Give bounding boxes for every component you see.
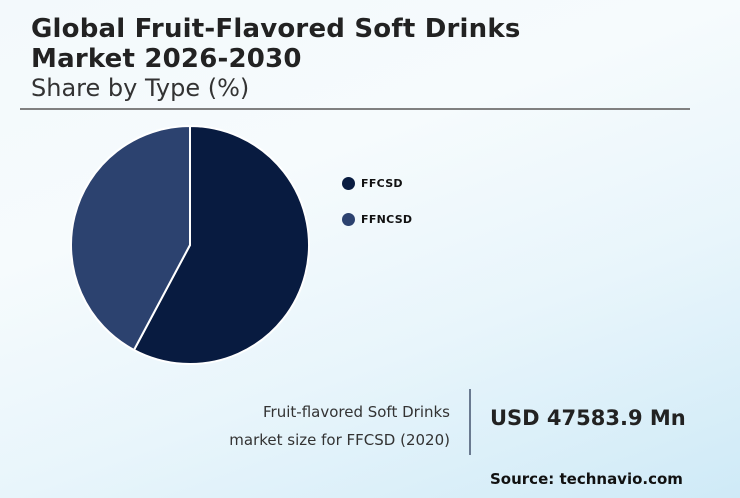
market-size-value: USD 47583.9 Mn [490,406,686,430]
pie-chart [70,125,310,365]
source-text: Source: technavio.com [490,470,683,488]
market-size-label-line-2: market size for FFCSD (2020) [229,431,450,449]
title-line-2: Market 2026-2030 [31,44,302,74]
chart-title: Global Fruit-Flavored Soft Drinks Market… [31,14,521,74]
legend: FFCSD FFNCSD [342,176,412,248]
market-size-label: Fruit-flavored Soft Drinks market size f… [229,398,450,454]
market-size-label-line-1: Fruit-flavored Soft Drinks [263,403,450,421]
header-divider [20,108,690,110]
legend-swatch-icon [342,212,355,226]
stat-divider [469,389,471,455]
legend-item-ffcsd: FFCSD [342,176,412,190]
legend-swatch-icon [342,176,355,190]
legend-label: FFNCSD [361,212,413,226]
chart-subtitle: Share by Type (%) [31,74,250,102]
legend-item-ffncsd: FFNCSD [342,212,412,226]
legend-label: FFCSD [361,176,403,190]
pie-slice-ffncsd [70,125,191,351]
pie-slice-ffcsd [132,125,310,365]
title-line-1: Global Fruit-Flavored Soft Drinks [31,14,521,44]
